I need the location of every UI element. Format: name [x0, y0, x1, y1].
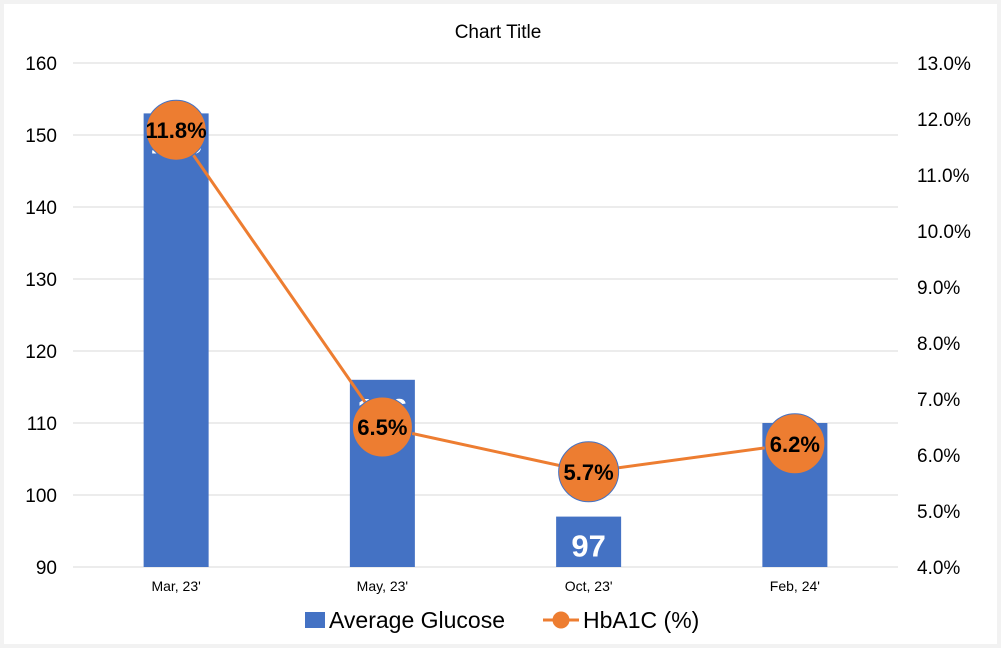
x-tick-label: May, 23' — [357, 578, 408, 594]
y2-tick-label: 11.0% — [917, 166, 970, 187]
legend: Average Glucose HbA1C (%) — [305, 607, 699, 633]
y2-tick-label: 8.0% — [917, 334, 960, 355]
legend-label-bar: Average Glucose — [329, 607, 505, 633]
x-tick-label: Oct, 23' — [565, 578, 613, 594]
y-tick-label: 140 — [25, 198, 57, 219]
y2-tick-label: 13.0% — [917, 54, 971, 75]
y2-tick-label: 4.0% — [917, 558, 960, 579]
legend-swatch-marker — [552, 611, 570, 629]
line-series: 11.8% 6.5% 5.7% 6.2% — [145, 99, 826, 503]
bar — [556, 516, 622, 567]
legend-label-line: HbA1C (%) — [583, 607, 699, 633]
bar-series: 15311697110 — [143, 113, 828, 568]
x-tick-label: Mar, 23' — [151, 578, 200, 594]
y2-tick-label: 5.0% — [917, 502, 960, 523]
y-tick-label: 90 — [36, 558, 57, 579]
line-marker — [558, 441, 620, 503]
y2-tick-label: 6.0% — [917, 446, 960, 467]
line-data-label: 6.2% — [770, 432, 820, 457]
y-tick-label: 100 — [25, 486, 57, 507]
y-tick-label: 150 — [25, 126, 57, 147]
y-tick-label: 130 — [25, 270, 57, 291]
line-data-label: 6.5% — [357, 415, 407, 440]
legend-swatch-bar — [305, 612, 325, 628]
line-marker — [351, 396, 413, 458]
line-marker — [145, 99, 207, 161]
gridlines — [73, 62, 898, 568]
bar-data-label: 97 — [571, 529, 605, 564]
y-tick-label: 120 — [25, 342, 57, 363]
line-data-label: 5.7% — [564, 460, 614, 485]
y2-tick-label: 12.0% — [917, 110, 971, 131]
y-axis-secondary: 4.0% 5.0% 6.0% 7.0% 8.0% 9.0% 10.0% 11.0% 12.0% 1… — [917, 54, 971, 579]
bar — [143, 113, 209, 568]
y-tick-label: 160 — [25, 54, 57, 75]
y2-tick-label: 9.0% — [917, 278, 960, 299]
chart-title: Chart Title — [455, 22, 542, 43]
y2-tick-label: 7.0% — [917, 390, 960, 411]
y-tick-label: 110 — [27, 414, 57, 435]
x-axis: Mar, 23' May, 23' Oct, 23' Feb, 24' — [151, 578, 820, 594]
y-axis-primary: 90 100 110 120 130 140 150 160 — [25, 54, 57, 579]
line-data-label: 11.8% — [146, 118, 207, 143]
series-line — [174, 129, 796, 474]
x-tick-label: Feb, 24' — [770, 578, 820, 594]
y2-tick-label: 10.0% — [917, 222, 971, 243]
line-marker — [764, 413, 826, 475]
